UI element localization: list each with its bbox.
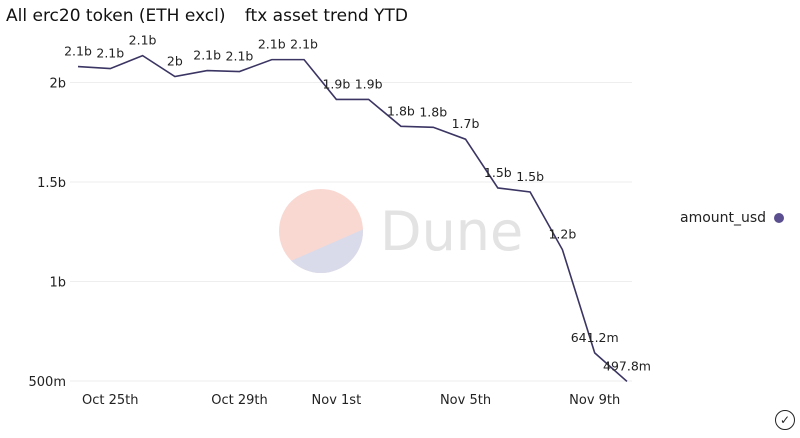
data-point[interactable] xyxy=(528,190,532,194)
data-point[interactable] xyxy=(108,67,112,71)
y-tick-label: 1b xyxy=(49,276,66,291)
watermark-bottom xyxy=(279,222,363,273)
y-tick-label: 2b xyxy=(49,77,66,92)
legend-label: amount_usd xyxy=(680,210,767,226)
data-label: 1.7b xyxy=(452,116,480,131)
y-tick-label: 1.5b xyxy=(37,176,66,191)
legend[interactable]: amount_usd xyxy=(680,210,785,226)
data-point[interactable] xyxy=(496,186,500,190)
data-label: 1.5b xyxy=(516,169,544,184)
x-tick-label: Oct 25th xyxy=(82,393,139,408)
data-label: 1.9b xyxy=(355,76,383,91)
x-tick-label: Oct 29th xyxy=(211,393,268,408)
data-point[interactable] xyxy=(302,58,306,62)
dune-watermark: Dune xyxy=(279,189,523,273)
data-point[interactable] xyxy=(270,58,274,62)
data-point[interactable] xyxy=(560,248,564,252)
watermark-text: Dune xyxy=(380,200,523,263)
data-point[interactable] xyxy=(141,54,145,58)
data-label: 1.9b xyxy=(322,76,350,91)
data-label: 2b xyxy=(167,54,183,69)
chart-title: All erc20 token (ETH excl) ftx asset tre… xyxy=(6,6,422,26)
data-label: 497.8m xyxy=(603,358,651,373)
x-tick-label: Nov 9th xyxy=(569,393,620,408)
data-label: 2.1b xyxy=(226,49,254,64)
data-label: 2.1b xyxy=(96,46,124,61)
data-label: 2.1b xyxy=(258,37,286,52)
data-label: 2.1b xyxy=(193,48,221,63)
legend-dot xyxy=(774,213,785,223)
check-circle-icon[interactable]: ✓ xyxy=(775,410,795,430)
query-title: All erc20 token (ETH excl) xyxy=(6,6,226,26)
x-tick-label: Nov 1st xyxy=(312,393,362,408)
data-point[interactable] xyxy=(431,125,435,129)
data-point[interactable] xyxy=(237,70,241,74)
data-point[interactable] xyxy=(334,97,338,101)
data-point[interactable] xyxy=(593,351,597,355)
data-point[interactable] xyxy=(399,124,403,128)
data-label: 2.1b xyxy=(64,44,92,59)
series-line xyxy=(77,54,628,383)
data-label: 1.8b xyxy=(419,104,447,119)
data-point[interactable] xyxy=(367,97,371,101)
watermark-top xyxy=(279,189,363,273)
data-point[interactable] xyxy=(205,69,209,73)
data-point[interactable] xyxy=(173,75,177,79)
data-point[interactable] xyxy=(76,65,80,69)
x-tick-label: Nov 5th xyxy=(440,393,491,408)
data-point[interactable] xyxy=(625,379,629,383)
y-tick-label: 500m xyxy=(29,375,66,390)
data-label: 2.1b xyxy=(129,33,157,48)
visualization-title: ftx asset trend YTD xyxy=(244,6,408,26)
data-label: 1.5b xyxy=(484,165,512,180)
data-label: 1.2b xyxy=(548,227,576,242)
data-label: 2.1b xyxy=(290,37,318,52)
data-label: 641.2m xyxy=(571,330,619,345)
data-point[interactable] xyxy=(464,137,468,141)
data-label: 1.8b xyxy=(387,103,415,118)
